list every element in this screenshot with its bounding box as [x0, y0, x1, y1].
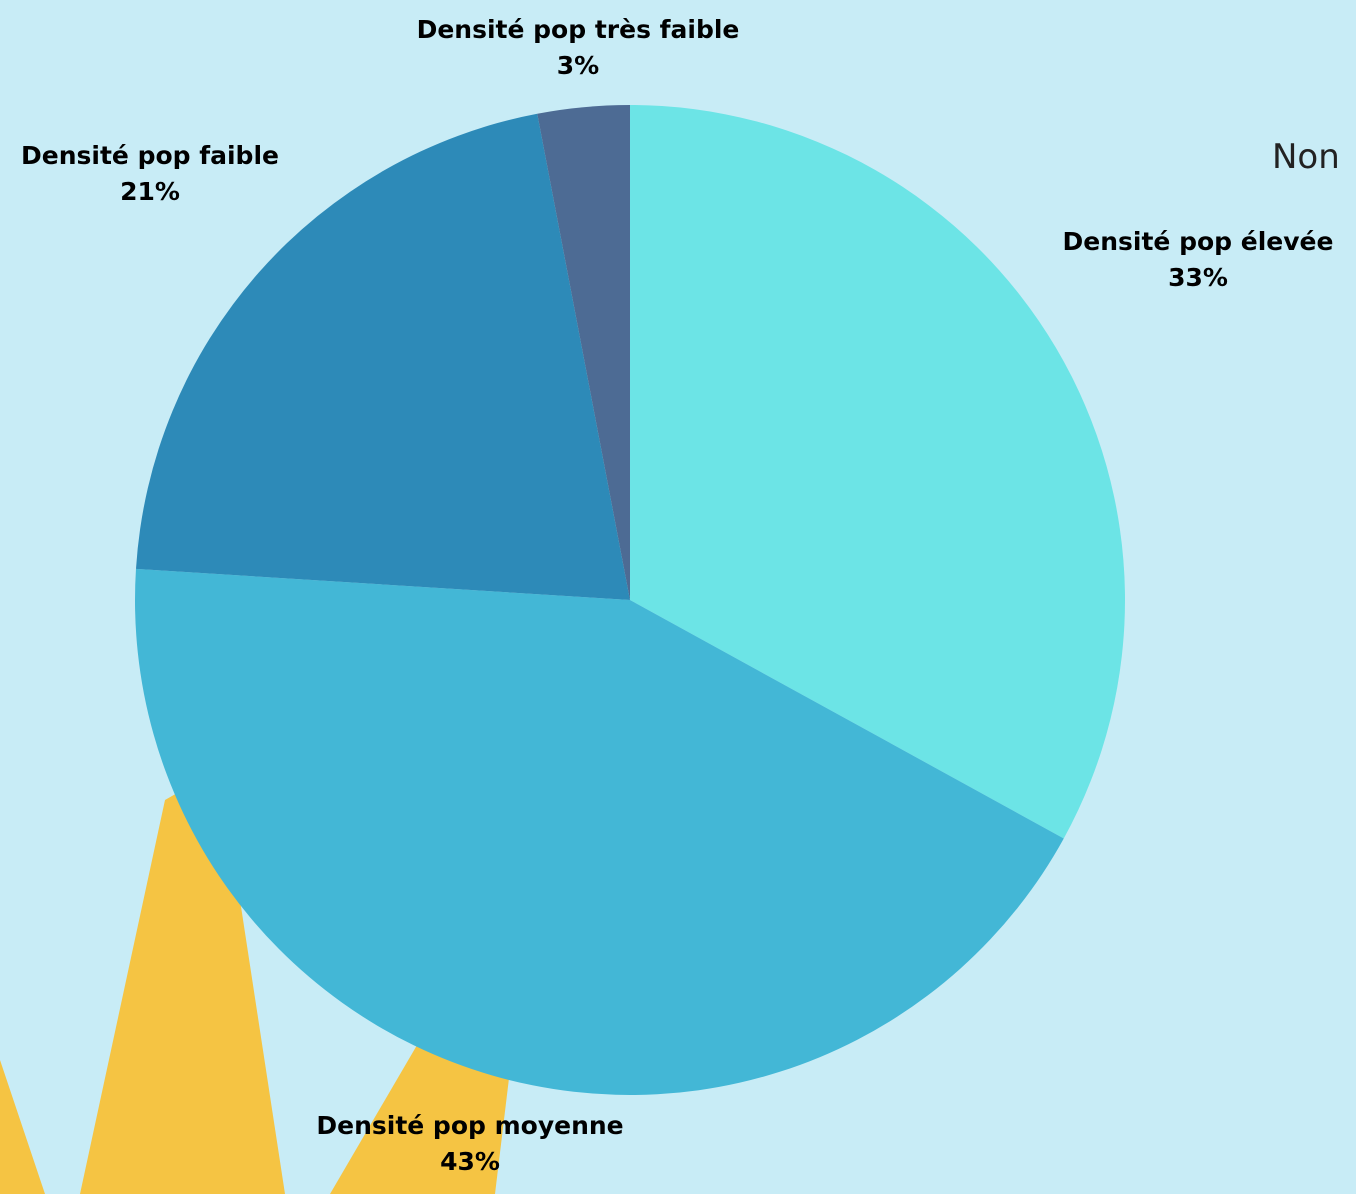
- slice-value-label: 21%: [120, 177, 180, 206]
- pie-slice: [537, 105, 630, 600]
- chart-title: Non: [1272, 137, 1340, 177]
- slice-value-label: 43%: [440, 1147, 500, 1176]
- slice-label: Densité pop faible: [21, 141, 279, 170]
- yellow-ray: [0, 1060, 45, 1194]
- slice-label: Densité pop élevée: [1063, 227, 1334, 256]
- pie-slice: [135, 113, 630, 600]
- yellow-ray: [330, 1040, 510, 1194]
- slice-value-label: 3%: [557, 51, 599, 80]
- slice-value-label: 33%: [1168, 263, 1228, 292]
- slice-label: Densité pop très faible: [417, 15, 740, 44]
- pie-slice: [134, 568, 1064, 1095]
- pie-slice: [630, 105, 1125, 839]
- slice-label: Densité pop moyenne: [316, 1111, 623, 1140]
